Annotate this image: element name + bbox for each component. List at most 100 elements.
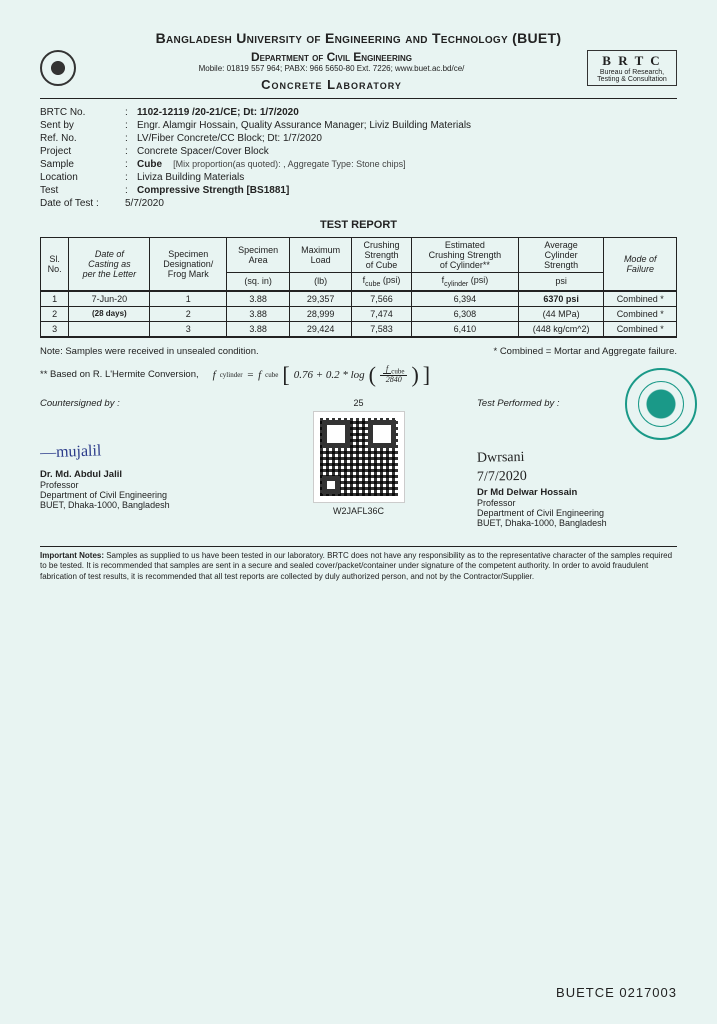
qr-code-text: W2JAFL36C — [314, 506, 404, 516]
meta-label: Test — [40, 185, 125, 196]
project: Concrete Spacer/Cover Block — [137, 146, 677, 157]
cell: Combined * — [604, 291, 677, 307]
footer-rule — [40, 546, 677, 547]
sent-by: Engr. Alamgir Hossain, Quality Assurance… — [137, 120, 677, 131]
notes-block: Note: Samples were received in unsealed … — [40, 346, 677, 385]
cell: 3 — [150, 321, 227, 337]
signer-title: Professor — [40, 480, 240, 490]
unit-load: (lb) — [290, 273, 352, 291]
cell — [69, 321, 150, 337]
note-combined: * Combined = Mortar and Aggregate failur… — [493, 346, 677, 357]
cell: Combined * — [604, 321, 677, 337]
meta-label: Ref. No. — [40, 133, 125, 144]
meta-label: BRTC No. — [40, 107, 125, 118]
cell: 6,308 — [412, 306, 519, 321]
cell: 29,357 — [290, 291, 352, 307]
cell: 28,999 — [290, 306, 352, 321]
col-est: Estimated Crushing Strength of Cylinder*… — [412, 238, 519, 273]
letterhead: Bangladesh University of Engineering and… — [40, 30, 677, 92]
ref-no: LV/Fiber Concrete/CC Block; Dt: 1/7/2020 — [137, 133, 677, 144]
countersigned-label: Countersigned by : — [40, 398, 240, 409]
results-table: Sl. No. Date of Casting as per the Lette… — [40, 237, 677, 338]
col-mode: Mode of Failure — [604, 238, 677, 291]
col-area: Specimen Area — [227, 238, 290, 273]
contact-line: Mobile: 01819 557 964; PABX: 966 5650-80… — [76, 64, 587, 73]
col-load: Maximum Load — [290, 238, 352, 273]
metadata-block: BRTC No.:1102-12119 /20-21/CE; Dt: 1/7/2… — [40, 107, 677, 209]
location: Liviza Building Materials — [137, 172, 677, 183]
signature-handwriting: —mujalil — [40, 438, 241, 463]
brtc-sub2: Testing & Consultation — [592, 76, 672, 83]
test: Compressive Strength [BS1881] — [137, 185, 289, 196]
unit-crush: fcube (psi) — [352, 273, 412, 291]
signer-dept: Department of Civil Engineering — [40, 490, 240, 500]
sample-bracket: [Mix proportion(as quoted): , Aggregate … — [173, 159, 405, 169]
brtc-sub1: Bureau of Research, — [592, 69, 672, 76]
important-label: Important Notes: — [40, 551, 104, 560]
signature-handwriting: Dwrsani — [477, 448, 677, 468]
signer-name: Dr Md Delwar Hossain — [477, 487, 677, 498]
qr-top-num: 25 — [314, 398, 404, 408]
brtc-no: 1102-12119 /20-21/CE; Dt: 1/7/2020 — [137, 107, 299, 118]
important-text: Samples as supplied to us have been test… — [40, 551, 672, 581]
cell: 7-Jun-20 — [69, 291, 150, 307]
cell-avg-psi: 6370 psi — [518, 291, 604, 307]
col-desig: Specimen Designation/ Frog Mark — [150, 238, 227, 291]
unit-avg: psi — [518, 273, 604, 291]
signer-addr: BUET, Dhaka-1000, Bangladesh — [40, 500, 240, 510]
cell: 1 — [150, 291, 227, 307]
signer-addr: BUET, Dhaka-1000, Bangladesh — [477, 518, 677, 528]
department-name: Department of Civil Engineering — [76, 50, 587, 64]
report-title: TEST REPORT — [40, 219, 677, 231]
unit-area: (sq. in) — [227, 273, 290, 291]
signer-name: Dr. Md. Abdul Jalil — [40, 469, 240, 480]
qr-code-icon — [314, 412, 404, 502]
cell: 7,566 — [352, 291, 412, 307]
university-name: Bangladesh University of Engineering and… — [40, 30, 677, 46]
meta-label: Sample — [40, 159, 125, 170]
signer-dept: Department of Civil Engineering — [477, 508, 677, 518]
col-sl: Sl. No. — [41, 238, 69, 291]
cell: 7,583 — [352, 321, 412, 337]
cell: 6,410 — [412, 321, 519, 337]
brtc-title: B R T C — [592, 53, 672, 69]
conversion-label: ** Based on R. L'Hermite Conversion, — [40, 369, 199, 380]
cell: 2 — [41, 306, 69, 321]
meta-label: Date of Test : — [40, 198, 125, 209]
meta-label: Project — [40, 146, 125, 157]
official-seal-icon — [625, 368, 697, 440]
cell-avg-kg: (448 kg/cm^2) — [518, 321, 604, 337]
cell: 3.88 — [227, 306, 290, 321]
unit-est: fcylinder (psi) — [412, 273, 519, 291]
cell: 3.88 — [227, 321, 290, 337]
footer-code: BUETCE 0217003 — [556, 985, 677, 1000]
header-rule — [40, 98, 677, 99]
col-avg: Average Cylinder Strength — [518, 238, 604, 273]
cell-avg-mpa: (44 MPa) — [518, 306, 604, 321]
cell: 7,474 — [352, 306, 412, 321]
brtc-box: B R T C Bureau of Research, Testing & Co… — [587, 50, 677, 86]
cell: 3 — [41, 321, 69, 337]
meta-label: Sent by — [40, 120, 125, 131]
cell: 29,424 — [290, 321, 352, 337]
buet-logo-icon — [40, 50, 76, 86]
signature-date-handwriting: 7/7/2020 — [477, 466, 677, 486]
meta-label: Location — [40, 172, 125, 183]
signer-title: Professor — [477, 498, 677, 508]
cell: 6,394 — [412, 291, 519, 307]
note-unsealed: Note: Samples were received in unsealed … — [40, 346, 259, 357]
cell: 1 — [41, 291, 69, 307]
col-crush: Crushing Strength of Cube — [352, 238, 412, 273]
cell: Combined * — [604, 306, 677, 321]
lab-name: Concrete Laboratory — [76, 77, 587, 92]
cell: 2 — [150, 306, 227, 321]
col-date: Date of Casting as per the Letter — [69, 238, 150, 291]
cell: 3.88 — [227, 291, 290, 307]
signature-area: Countersigned by : —mujalil Dr. Md. Abdu… — [40, 398, 677, 528]
signature-left: Countersigned by : —mujalil Dr. Md. Abdu… — [40, 398, 240, 510]
important-notes: Important Notes: Samples as supplied to … — [40, 551, 677, 582]
signature-right: Test Performed by : Dwrsani 7/7/2020 Dr … — [477, 398, 677, 528]
formula: fcylinder = fcube [ 0.76 + 0.2 * log ( f… — [213, 365, 430, 385]
qr-block: 25 W2JAFL36C — [314, 398, 404, 516]
cell: (28 days) — [69, 306, 150, 321]
